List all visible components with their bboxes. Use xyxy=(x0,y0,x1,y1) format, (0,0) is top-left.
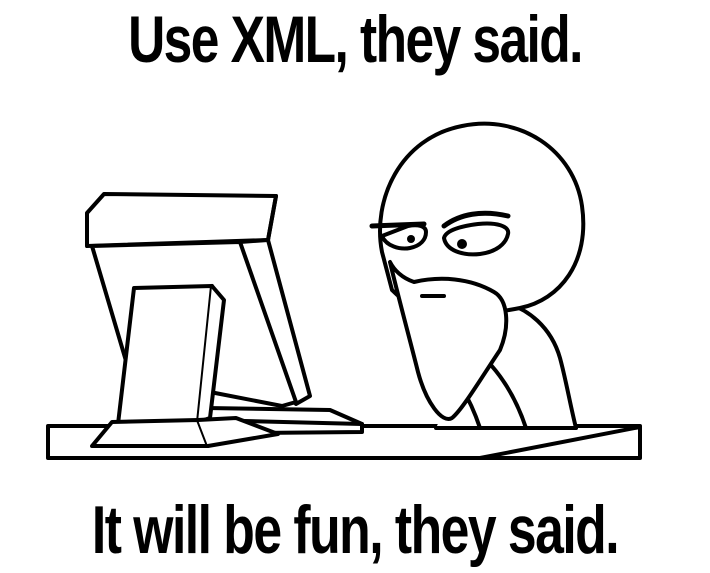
character xyxy=(369,121,586,430)
left-eyebrow xyxy=(369,221,427,229)
left-pupil xyxy=(407,235,415,243)
bottom-caption: It will be fun, they said. xyxy=(91,492,620,568)
right-eyebrow xyxy=(441,210,511,229)
right-pupil xyxy=(457,239,467,249)
beard xyxy=(388,260,509,421)
top-caption: Use XML, they said. xyxy=(128,2,583,76)
right-eye xyxy=(442,221,511,257)
computer-monitor xyxy=(85,192,312,448)
